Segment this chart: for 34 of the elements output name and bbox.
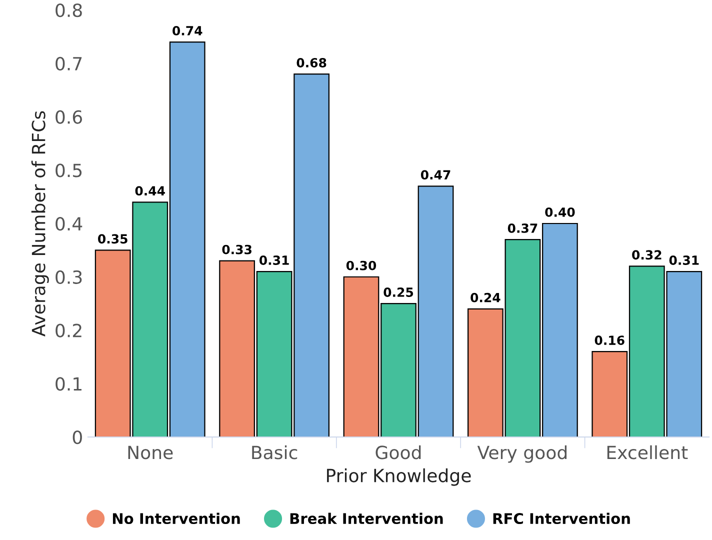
x-axis-title: Prior Knowledge bbox=[327, 468, 471, 486]
data-label: 0.35 bbox=[98, 234, 128, 244]
data-label: 0.33 bbox=[222, 244, 252, 254]
x-tick-label: Basic bbox=[252, 445, 298, 460]
y-tick-label: 0.7 bbox=[56, 56, 82, 70]
data-label: 0.31 bbox=[669, 255, 699, 265]
data-label: 0.32 bbox=[632, 250, 662, 260]
x-tick-label: Good bbox=[376, 445, 421, 460]
data-label: 0.25 bbox=[384, 288, 414, 297]
y-tick-label: 0.2 bbox=[56, 324, 82, 338]
data-label: 0.74 bbox=[172, 26, 202, 36]
y-tick-label: 0.5 bbox=[56, 164, 82, 178]
y-tick-label: 0.8 bbox=[56, 3, 82, 18]
y-tick-label: 0.1 bbox=[56, 377, 82, 391]
y-tick-label: 0.6 bbox=[56, 110, 82, 124]
data-label: 0.24 bbox=[470, 292, 500, 302]
y-tick-label: 0.3 bbox=[56, 270, 82, 284]
x-tick-label: Excellent bbox=[607, 445, 688, 460]
data-label: 0.16 bbox=[594, 336, 624, 346]
legend-label: RFC Intervention bbox=[493, 512, 630, 524]
data-label: 0.68 bbox=[296, 58, 326, 68]
data-label: 0.40 bbox=[545, 207, 575, 217]
legend-label: No Intervention bbox=[112, 512, 240, 524]
legend-label: Break Intervention bbox=[290, 512, 443, 524]
data-label: 0.31 bbox=[259, 255, 289, 265]
data-label: 0.37 bbox=[508, 223, 538, 233]
y-axis-title: Average Number of RFCs bbox=[31, 111, 49, 336]
x-tick-label: None bbox=[128, 446, 173, 460]
y-tick-label: 0.4 bbox=[56, 216, 82, 231]
data-label: 0.30 bbox=[346, 260, 376, 270]
y-tick-label: 0 bbox=[72, 430, 82, 444]
data-label: 0.44 bbox=[135, 186, 165, 196]
data-label: 0.47 bbox=[420, 170, 450, 180]
x-tick-label: Very good bbox=[477, 445, 567, 463]
